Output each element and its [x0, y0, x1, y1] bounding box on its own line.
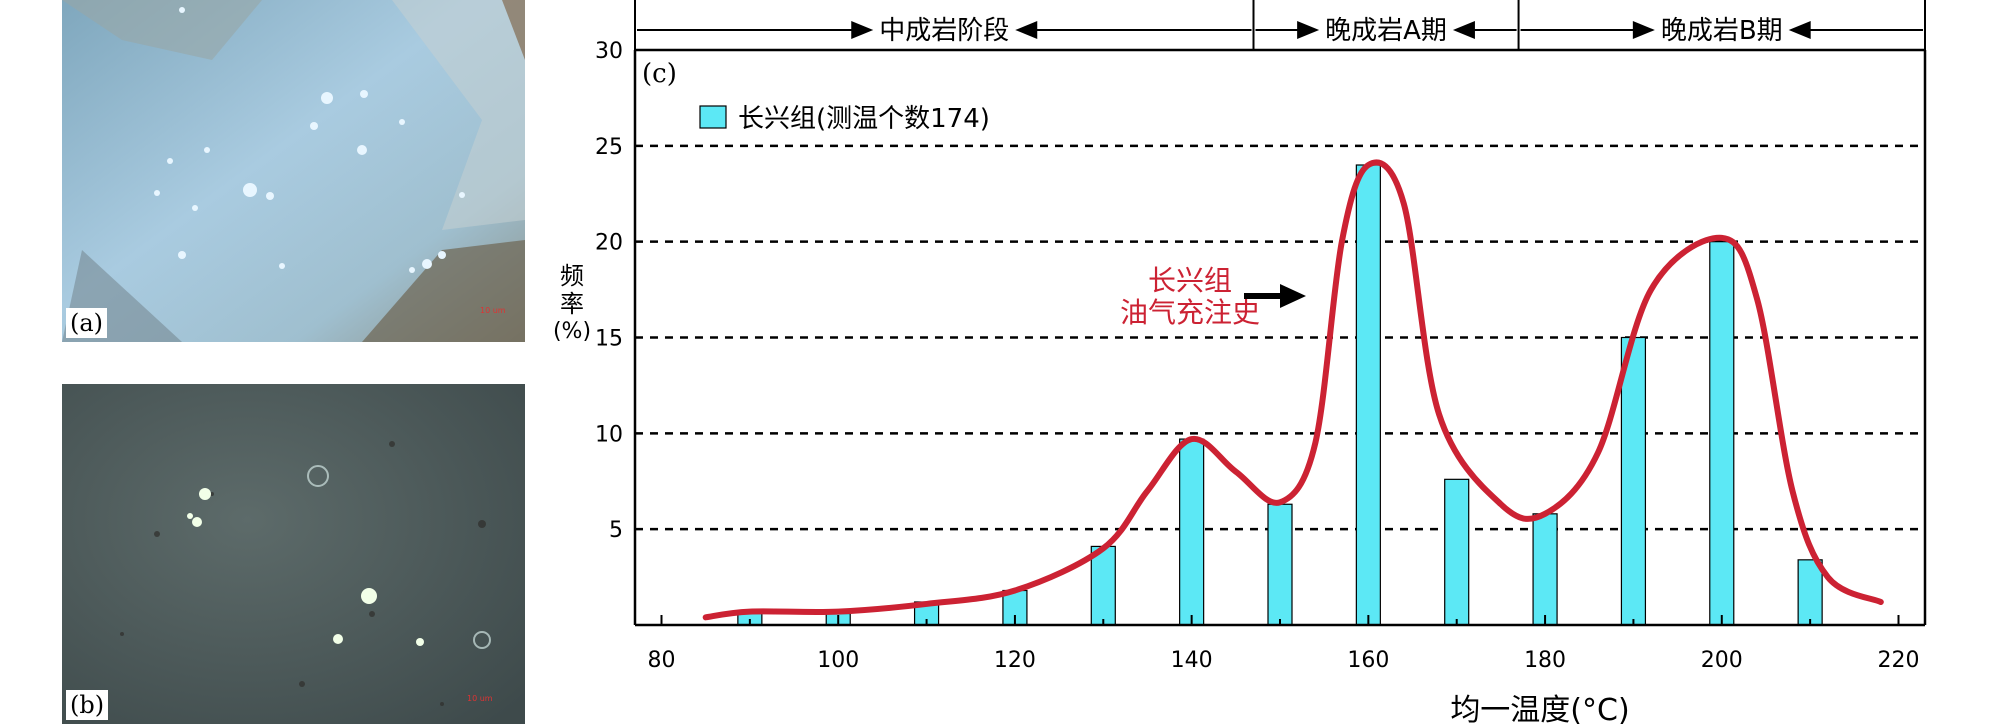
bar	[1709, 241, 1735, 626]
y-tick-label: 30	[595, 39, 623, 64]
scale-bar-a: 10 um	[480, 306, 506, 315]
x-tick-label: 120	[994, 648, 1036, 673]
ylabel-line-2: 率	[560, 290, 584, 318]
micrograph-a: 10 um (a)	[62, 0, 525, 342]
x-tick-label: 200	[1701, 648, 1743, 673]
curve-label-arrow	[1244, 284, 1306, 308]
stage-arrowhead-right	[1452, 21, 1475, 39]
ylabel-line-3: (%)	[553, 319, 591, 344]
bar	[1444, 478, 1470, 626]
stage-band: 中成岩阶段 晚成岩A期 晚成岩B期	[634, 0, 1926, 50]
bar	[1090, 545, 1116, 626]
stage-arrowhead-left	[1632, 21, 1655, 39]
micrograph-a-image	[62, 0, 525, 342]
stage-arrowhead-right	[1788, 21, 1811, 39]
bar	[1355, 164, 1381, 626]
y-tick-label: 5	[609, 518, 623, 543]
y-tick-label: 15	[595, 327, 623, 352]
legend: 长兴组(测温个数174)	[699, 104, 990, 134]
stage-label: 晚成岩B期	[1661, 16, 1783, 46]
y-tick-label: 25	[595, 135, 623, 160]
ylabel-line-1: 频	[560, 262, 584, 290]
charging-history-curve	[702, 159, 1884, 621]
x-tick-label: 220	[1877, 648, 1919, 673]
curve-label-line-1: 长兴组	[1148, 264, 1232, 297]
x-tick-label: 140	[1171, 648, 1213, 673]
bar	[1267, 503, 1293, 626]
x-tick-label: 180	[1524, 648, 1566, 673]
x-tick-label: 80	[648, 648, 676, 673]
micrograph-b-image	[62, 384, 525, 724]
legend-swatch	[699, 105, 727, 129]
bar	[1797, 559, 1823, 626]
stage-label: 中成岩阶段	[879, 16, 1009, 46]
xlabel: 均一温度(°C)	[1450, 693, 1629, 724]
chart-panel-label: (c)	[642, 59, 677, 89]
ticks: 5 10 15 20 25 30 80 100 120 140 160 180 200 220	[595, 39, 1919, 673]
curve-label-line-2: 油气充注史	[1120, 296, 1260, 329]
stage-arrowhead-left	[851, 21, 874, 39]
chart-c: 中成岩阶段 晚成岩A期 晚成岩B期 5 10 15 20 25 30 80 100 120 140 16…	[553, 0, 1927, 724]
bar-series	[737, 164, 1823, 626]
scale-bar-b: 10 um	[467, 694, 493, 703]
x-tick-label: 100	[817, 648, 859, 673]
bar	[1620, 336, 1647, 626]
stage-label: 晚成岩A期	[1325, 16, 1447, 46]
legend-label: 长兴组(测温个数174)	[738, 104, 990, 134]
panel-label-a: (a)	[66, 308, 108, 338]
micrograph-b: 10 um (b)	[62, 384, 525, 724]
y-tick-label: 10	[595, 422, 623, 447]
x-tick-label: 160	[1347, 648, 1389, 673]
stage-arrowhead-left	[1297, 21, 1320, 39]
stage-arrowhead-right	[1015, 21, 1038, 39]
panel-label-b: (b)	[66, 690, 109, 720]
bar	[1532, 513, 1558, 626]
y-tick-label: 20	[595, 231, 623, 256]
bar	[1179, 438, 1205, 626]
